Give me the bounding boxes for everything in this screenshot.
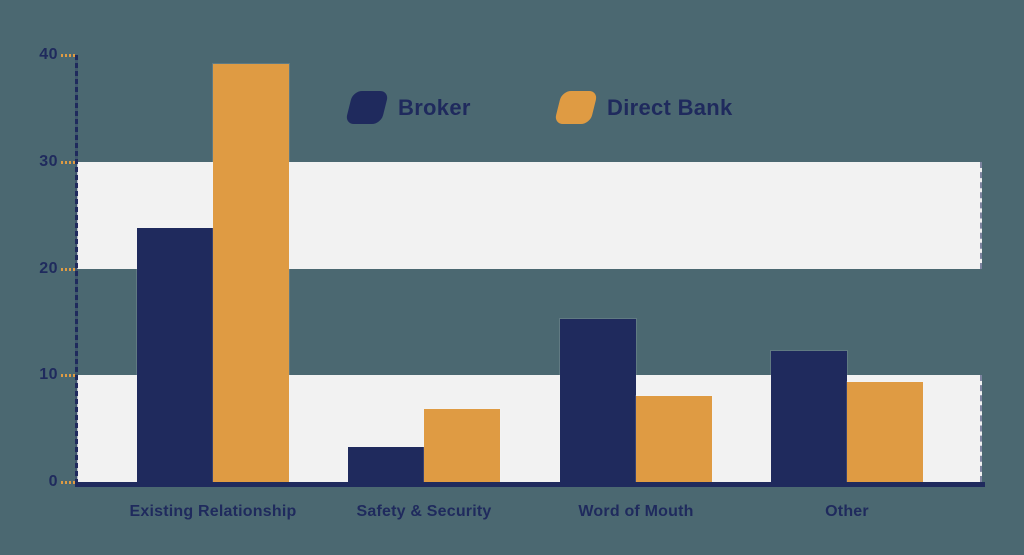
y-tick-mark-10 [61,374,77,378]
bar-broker-other [770,349,848,483]
bar-broker-existing-relationship [136,226,214,483]
x-axis-label-safety-security: Safety & Security [356,503,492,520]
x-axis-label-other: Other [825,503,869,520]
bar-direct-bank-existing-relationship [212,62,290,483]
bar-broker-word-of-mouth [559,317,637,483]
bar-direct-bank-safety-security [423,408,501,483]
y-axis-line [75,55,78,487]
y-tick-label-10: 10 [39,366,58,384]
bar-direct-bank-word-of-mouth [635,394,713,483]
y-tick-label-30: 30 [39,152,58,170]
y-tick-label-0: 0 [48,473,58,490]
bar-broker-safety-security [347,445,425,483]
y-tick-mark-40 [61,54,77,57]
x-axis-label-existing-relationship: Existing Relationship [129,503,297,520]
y-tick-mark-20 [61,267,77,271]
bar-direct-bank-other [846,380,924,483]
y-tick-mark-30 [61,160,77,164]
y-tick-label-20: 20 [39,259,58,277]
y-tick-label-40: 40 [39,46,58,63]
y-tick-mark-0 [61,481,77,484]
x-axis-line [75,482,985,487]
x-axis-label-word-of-mouth: Word of Mouth [578,503,694,520]
